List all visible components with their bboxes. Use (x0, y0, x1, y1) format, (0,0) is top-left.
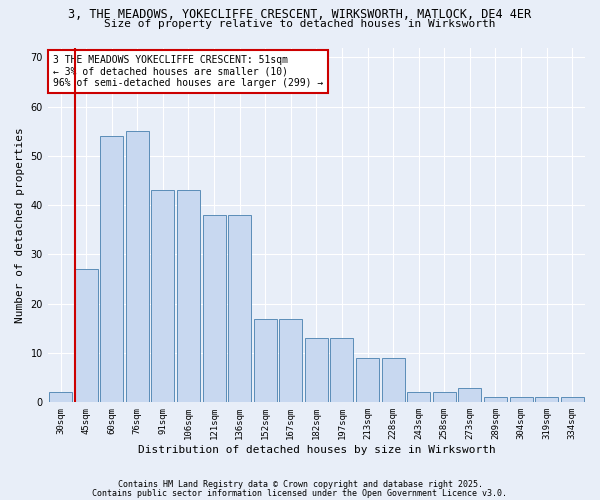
Bar (49, 392, 72, 402)
Bar (560, 398, 584, 402)
Text: Contains HM Land Registry data © Crown copyright and database right 2025.: Contains HM Land Registry data © Crown c… (118, 480, 482, 489)
Bar (484, 398, 507, 402)
Bar (458, 388, 481, 402)
Bar (433, 392, 456, 402)
Bar (382, 358, 404, 403)
Y-axis label: Number of detached properties: Number of detached properties (15, 127, 25, 323)
Bar (100, 136, 123, 402)
Bar (254, 318, 277, 402)
Bar (151, 190, 175, 402)
Bar (535, 398, 558, 402)
Text: Size of property relative to detached houses in Wirksworth: Size of property relative to detached ho… (104, 19, 496, 29)
Bar (305, 338, 328, 402)
Text: 3 THE MEADOWS YOKECLIFFE CRESCENT: 51sqm
← 3% of detached houses are smaller (10: 3 THE MEADOWS YOKECLIFFE CRESCENT: 51sqm… (53, 54, 323, 88)
Bar (509, 398, 533, 402)
Bar (203, 215, 226, 402)
Bar (74, 270, 98, 402)
Bar (228, 215, 251, 402)
Bar (126, 132, 149, 402)
Text: 3, THE MEADOWS, YOKECLIFFE CRESCENT, WIRKSWORTH, MATLOCK, DE4 4ER: 3, THE MEADOWS, YOKECLIFFE CRESCENT, WIR… (68, 8, 532, 20)
Bar (407, 392, 430, 402)
X-axis label: Distribution of detached houses by size in Wirksworth: Distribution of detached houses by size … (137, 445, 495, 455)
Bar (177, 190, 200, 402)
Bar (280, 318, 302, 402)
Bar (331, 338, 353, 402)
Text: Contains public sector information licensed under the Open Government Licence v3: Contains public sector information licen… (92, 488, 508, 498)
Bar (356, 358, 379, 403)
